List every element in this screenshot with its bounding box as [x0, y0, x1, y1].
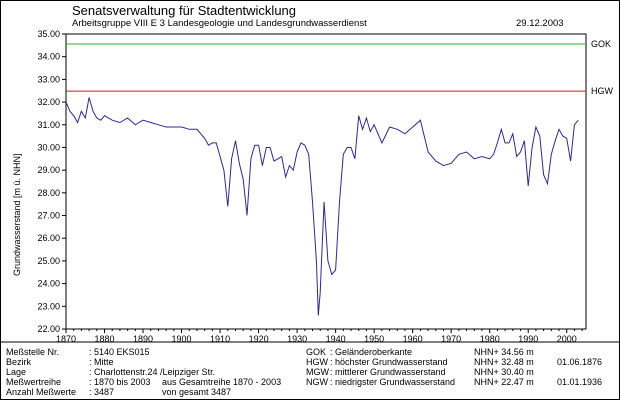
- legend-value-gok: NHN+ 34.56 m: [474, 347, 534, 357]
- reference-label-hgw: HGW: [591, 86, 614, 96]
- legend-value-hgw: NHN+ 32.48 m: [474, 357, 534, 367]
- reference-lines: GOK HGW: [66, 39, 614, 96]
- count-label: Anzahl Meßwerte: [6, 387, 76, 397]
- y-axis-label: Grundwasserstand [m ü. NHN]: [12, 153, 22, 276]
- x-tick-label: 1990: [518, 334, 538, 344]
- station-value: : 5140 EKS015: [89, 347, 150, 357]
- legend-desc-gok: : Geländeroberkante: [330, 347, 412, 357]
- y-tick-label: 32.00: [37, 97, 60, 107]
- x-tick-label: 1890: [133, 334, 153, 344]
- y-tick-label: 31.00: [37, 120, 60, 130]
- y-tick-label: 33.00: [37, 74, 60, 84]
- series-group: [65, 97, 579, 316]
- count-total: von gesamt 3487: [162, 387, 231, 397]
- y-tick-label: 22.00: [37, 324, 60, 334]
- x-tick-label: 1940: [326, 334, 346, 344]
- legend-abbr-mgw: MGW: [306, 367, 329, 377]
- legend-abbr-hgw: HGW: [306, 357, 329, 367]
- legend-abbr-ngw: NGW: [306, 377, 329, 387]
- y-tick-label: 35.00: [37, 29, 60, 39]
- series-line: [65, 97, 579, 316]
- x-tick-label: 2000: [557, 334, 577, 344]
- y-tick-label: 29.00: [37, 165, 60, 175]
- page-title: Senatsverwaltung für Stadtentwicklung: [72, 3, 297, 18]
- series-value: : 1870 bis 2003: [89, 377, 151, 387]
- location-label: Lage: [6, 367, 26, 377]
- legend-desc-mgw: : mittlerer Grundwasserstand: [330, 367, 446, 377]
- legend-desc-ngw: : niedrigster Grundwasserstand: [330, 377, 455, 387]
- district-value: : Mitte: [89, 357, 114, 367]
- x-tick-label: 1870: [56, 334, 76, 344]
- location-value: : Charlottenstr.24 /Leipziger Str.: [89, 367, 215, 377]
- plot-area: [65, 33, 587, 330]
- x-tick-label: 1930: [287, 334, 307, 344]
- y-tick-label: 30.00: [37, 142, 60, 152]
- legend-desc-hgw: : höchster Grundwasserstand: [330, 357, 448, 367]
- legend-value-mgw: NHN+ 30.40 m: [474, 367, 534, 377]
- series-label: Meßwertreihe: [6, 377, 61, 387]
- page-subtitle: Arbeitsgruppe VIII E 3 Landesgeologie un…: [72, 18, 367, 29]
- legend-abbr-gok: GOK: [306, 347, 326, 357]
- x-tick-label: 1920: [249, 334, 269, 344]
- legend-value-ngw: NHN+ 22.47 m: [474, 377, 534, 387]
- y-tick-label: 25.00: [37, 256, 60, 266]
- x-tick-label: 1950: [364, 334, 384, 344]
- y-tick-label: 34.00: [37, 52, 60, 62]
- x-tick-label: 1910: [210, 334, 230, 344]
- y-tick-label: 24.00: [37, 279, 60, 289]
- legend-date-ngw: 01.01.1936: [557, 377, 602, 387]
- y-tick-label: 28.00: [37, 188, 60, 198]
- station-label: Meßstelle Nr.: [6, 347, 59, 357]
- x-tick-label: 1960: [403, 334, 423, 344]
- legend-date-hgw: 01.06.1876: [557, 357, 602, 367]
- report-date: 29.12.2003: [516, 18, 564, 29]
- y-tick-label: 26.00: [37, 233, 60, 243]
- count-value: : 3487: [89, 387, 114, 397]
- y-tick-label: 23.00: [37, 301, 60, 311]
- district-label: Bezirk: [6, 357, 32, 367]
- y-tick-label: 27.00: [37, 211, 60, 221]
- x-tick-label: 1880: [95, 334, 115, 344]
- x-tick-label: 1900: [172, 334, 192, 344]
- reference-label-gok: GOK: [591, 39, 611, 49]
- x-tick-label: 1980: [480, 334, 500, 344]
- series-total: aus Gesamtreihe 1870 - 2003: [162, 377, 281, 387]
- x-tick-label: 1970: [441, 334, 461, 344]
- axis-ticks: 22.00 23.00 24.00 25.00 26.00 27.00 28.00 29.00…: [37, 29, 583, 344]
